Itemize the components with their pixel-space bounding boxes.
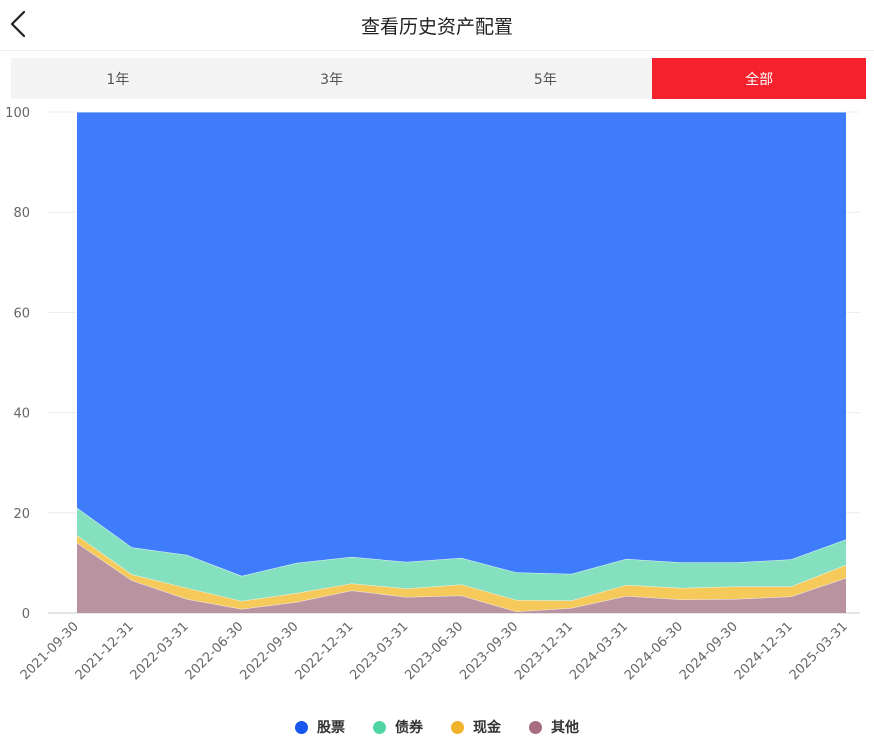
tab-1-year[interactable]: 1年 (106, 71, 130, 88)
area-series-2 (77, 507, 846, 601)
x-tick-label: 2021-12-31 (73, 619, 137, 683)
x-tick-label: 2022-03-31 (128, 619, 192, 683)
page-title: 查看历史资产配置 (360, 16, 513, 38)
x-tick-label: 2023-06-30 (402, 619, 466, 683)
chart-legend: 股票 债券 现金 其他 (0, 714, 874, 740)
area-series-edge-0 (76, 542, 847, 613)
x-tick-label: 2024-06-30 (622, 619, 686, 683)
area-series-3 (77, 112, 846, 576)
header-bar: 查看历史资产配置 (0, 0, 874, 51)
stacked-area-chart: 0 20 40 60 80 100 2021-09-302021-12-312022-03-… (5, 106, 860, 683)
legend-dot-icon (529, 720, 542, 734)
x-tick-label: 2023-12-31 (512, 619, 576, 683)
legend-label: 债券 (395, 720, 423, 736)
y-tick-label: 80 (13, 206, 30, 221)
legend-item[interactable]: 现金 (451, 717, 501, 737)
x-tick-label: 2024-03-31 (567, 619, 631, 683)
area-series-0 (77, 542, 846, 613)
x-tick-label: 2022-12-31 (292, 619, 356, 683)
x-tick-label: 2021-09-30 (18, 619, 82, 683)
period-tabs: 1年 3年 5年 全部 (11, 58, 866, 99)
x-tick-label: 2024-09-30 (677, 619, 741, 683)
legend-label: 现金 (473, 720, 501, 736)
legend-dot-icon (373, 720, 386, 734)
legend-item[interactable]: 股票 (295, 717, 345, 737)
y-tick-label: 100 (5, 106, 30, 121)
chevron-left-icon[interactable] (6, 8, 30, 40)
x-tick-label: 2024-12-31 (732, 619, 796, 683)
x-tick-label: 2022-06-30 (183, 619, 247, 683)
y-tick-label: 40 (13, 407, 30, 422)
x-tick-label: 2025-03-31 (787, 619, 851, 683)
legend-label: 股票 (317, 720, 345, 736)
y-tick-label: 20 (13, 507, 30, 522)
legend-item[interactable]: 债券 (373, 717, 423, 737)
x-tick-label: 2023-09-30 (457, 619, 521, 683)
tab-5-years[interactable]: 5年 (533, 71, 557, 88)
tab-all[interactable]: 全部 (652, 58, 866, 99)
legend-dot-icon (295, 720, 308, 734)
tab-3-years[interactable]: 3年 (320, 71, 344, 88)
legend-dot-icon (451, 720, 464, 734)
y-tick-label: 60 (13, 306, 30, 321)
area-series-1 (77, 535, 846, 612)
y-tick-label: 0 (22, 607, 30, 622)
legend-label: 其他 (551, 720, 579, 736)
x-tick-label: 2022-09-30 (238, 619, 302, 683)
legend-item[interactable]: 其他 (529, 717, 579, 737)
x-tick-label: 2023-03-31 (347, 619, 411, 683)
